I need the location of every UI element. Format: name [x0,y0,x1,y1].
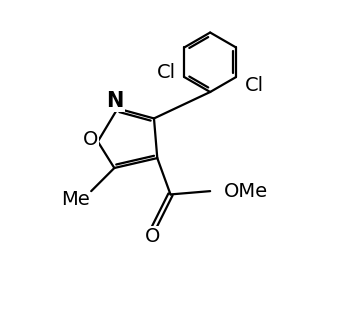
Text: Cl: Cl [157,63,176,82]
Text: OMe: OMe [224,182,268,201]
Text: O: O [145,227,160,246]
Text: Me: Me [61,190,90,209]
Text: Cl: Cl [244,76,264,95]
Text: O: O [83,130,98,150]
Text: N: N [106,91,124,111]
